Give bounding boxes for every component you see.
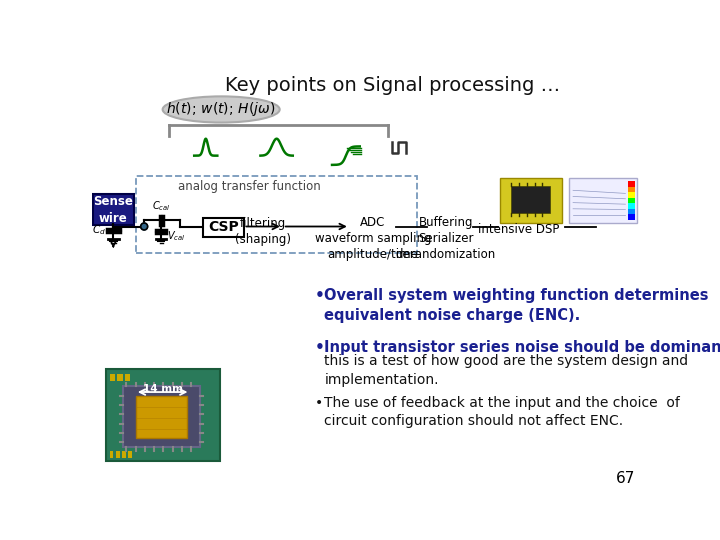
Text: intensive DSP: intensive DSP <box>479 222 560 235</box>
FancyBboxPatch shape <box>109 451 113 457</box>
FancyBboxPatch shape <box>125 374 130 381</box>
Text: this is a test of how good are the system design and
implementation.: this is a test of how good are the syste… <box>324 354 688 387</box>
Text: analog transfer function: analog transfer function <box>178 180 321 193</box>
Text: •: • <box>315 340 330 355</box>
Text: Sense
wire: Sense wire <box>94 194 133 225</box>
Text: 67: 67 <box>616 471 636 487</box>
FancyBboxPatch shape <box>628 203 636 208</box>
Text: Key points on Signal processing …: Key points on Signal processing … <box>225 76 559 96</box>
FancyBboxPatch shape <box>137 396 186 438</box>
FancyBboxPatch shape <box>511 186 550 213</box>
FancyBboxPatch shape <box>500 178 562 222</box>
FancyBboxPatch shape <box>93 194 134 225</box>
Text: The use of feedback at the input and the choice  of
circuit configuration should: The use of feedback at the input and the… <box>324 396 680 428</box>
FancyBboxPatch shape <box>628 181 636 187</box>
Text: filtering
(shaping): filtering (shaping) <box>235 217 291 246</box>
FancyBboxPatch shape <box>203 218 244 237</box>
Text: CSP: CSP <box>208 220 239 234</box>
FancyBboxPatch shape <box>109 374 115 381</box>
Text: $C_d$: $C_d$ <box>91 224 106 237</box>
FancyBboxPatch shape <box>628 198 636 203</box>
Text: 14 mm: 14 mm <box>143 383 183 394</box>
FancyBboxPatch shape <box>628 186 636 192</box>
Ellipse shape <box>163 96 279 123</box>
Text: •: • <box>315 288 330 303</box>
Text: ADC
waveform sampling
amplitude/time: ADC waveform sampling amplitude/time <box>315 217 431 261</box>
FancyBboxPatch shape <box>106 369 220 461</box>
FancyBboxPatch shape <box>116 451 120 457</box>
FancyBboxPatch shape <box>122 386 199 448</box>
Circle shape <box>140 223 148 230</box>
Text: $h(t);\, w(t);\, H(j\omega)$: $h(t);\, w(t);\, H(j\omega)$ <box>166 100 276 118</box>
Text: $V_{cal}$: $V_{cal}$ <box>167 229 186 242</box>
Text: Overall system weighting function determines
equivalent noise charge (ENC).: Overall system weighting function determ… <box>324 288 708 323</box>
FancyBboxPatch shape <box>570 178 637 222</box>
FancyBboxPatch shape <box>628 192 636 198</box>
Text: •: • <box>315 396 328 410</box>
Text: Input transistor series noise should be dominant –: Input transistor series noise should be … <box>324 340 720 355</box>
FancyBboxPatch shape <box>128 451 132 457</box>
Text: Buffering
Serializer
derandomization: Buffering Serializer derandomization <box>396 217 496 261</box>
FancyBboxPatch shape <box>628 208 636 214</box>
FancyBboxPatch shape <box>628 214 636 220</box>
FancyBboxPatch shape <box>122 451 126 457</box>
FancyBboxPatch shape <box>117 374 122 381</box>
FancyBboxPatch shape <box>628 181 636 220</box>
Text: $C_{cal}$: $C_{cal}$ <box>152 200 171 213</box>
